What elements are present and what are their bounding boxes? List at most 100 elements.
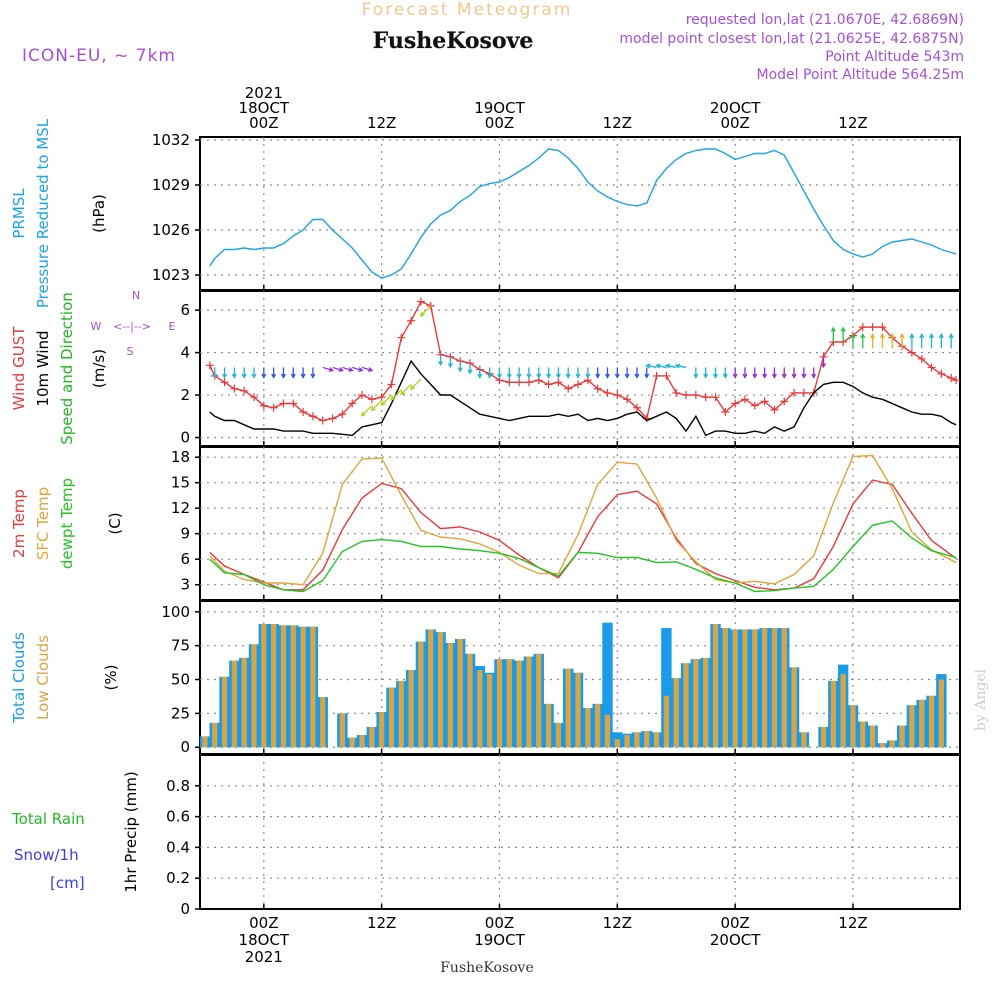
low-cloud-bar xyxy=(830,680,836,748)
low-cloud-bar xyxy=(791,667,797,748)
wind-arrow-head xyxy=(409,385,415,391)
wind-direction-arrow xyxy=(352,366,363,372)
wind-arrow-head xyxy=(762,373,768,379)
y-tick-label: 0 xyxy=(180,738,190,756)
wind-arrow-head xyxy=(310,373,316,379)
y-tick-label: 4 xyxy=(180,344,190,362)
wind-arrow-head xyxy=(742,373,748,379)
wind-arrow-head xyxy=(390,395,396,401)
low-cloud-bar xyxy=(732,629,738,748)
low-cloud-bar xyxy=(369,726,375,748)
bottom-time-label: 00Z xyxy=(720,914,749,932)
gust-marker xyxy=(701,393,710,402)
low-cloud-bar xyxy=(300,626,306,748)
wind-arrow-head xyxy=(222,373,228,379)
wind-arrow-head xyxy=(919,332,925,339)
top-time-label: 00Z xyxy=(485,114,514,132)
wind-arrow-head xyxy=(496,373,502,379)
model-label: ICON-EU, ~ 7km xyxy=(22,46,176,66)
y-tick-label: 0 xyxy=(180,900,190,918)
closest-coords: model point closest lon,lat (21.0625E, 4… xyxy=(619,31,964,47)
total-cloud-bar xyxy=(602,622,613,748)
panel-precip: 0 0.2 0.4 0.6 0.8 1hr Precip (mm) Total Rain Sn… xyxy=(11,754,961,918)
y-axis-label: Low Clouds xyxy=(34,635,52,720)
wind-arrow-head xyxy=(860,332,866,339)
y-axis-label: SFC Temp xyxy=(34,487,52,560)
gust-marker xyxy=(711,393,720,402)
wind-direction-arrow xyxy=(322,366,333,372)
bottom-time-label: 19OCT xyxy=(474,931,525,949)
low-cloud-bar xyxy=(899,725,905,748)
wind-arrow-head xyxy=(487,373,493,379)
y-tick-label: 0.2 xyxy=(166,869,190,887)
wind-arrow-head xyxy=(536,373,542,379)
top-time-label: 18OCT xyxy=(239,99,290,117)
wind-direction-arrow xyxy=(390,389,402,401)
wind-arrow-head xyxy=(929,332,935,339)
series-line xyxy=(209,520,957,593)
gust-marker xyxy=(770,405,779,414)
low-cloud-bar xyxy=(526,656,532,748)
credit-watermark: by Angel xyxy=(973,668,989,731)
wind-direction-arrow xyxy=(400,383,412,395)
wind-arrow-head xyxy=(830,326,836,332)
panel-pressure: 1023 1026 1029 1032 PRMSL Pressure Reduced to… xyxy=(10,118,961,308)
wind-arrow-head xyxy=(565,373,571,379)
gust-marker xyxy=(515,378,524,387)
y-tick-label: 18 xyxy=(171,448,190,466)
low-cloud-bar xyxy=(938,679,944,748)
gust-marker xyxy=(416,297,425,306)
wind-arrow-head xyxy=(732,373,738,379)
low-cloud-bar xyxy=(752,629,758,748)
low-cloud-bar xyxy=(614,739,620,748)
y-tick-label: 0.6 xyxy=(166,808,190,826)
gust-marker xyxy=(878,323,887,332)
wind-direction-arrow xyxy=(371,399,383,411)
gust-marker xyxy=(632,403,641,412)
y-tick-label: 2 xyxy=(180,386,190,404)
series-line xyxy=(209,479,957,591)
low-cloud-bar xyxy=(712,624,719,748)
top-title: Forecast Meteogram xyxy=(362,0,573,20)
wind-arrow-head xyxy=(840,326,846,332)
low-cloud-bar xyxy=(634,732,640,748)
low-cloud-bar xyxy=(761,628,768,748)
gust-marker xyxy=(358,391,367,400)
top-time-label: 12Z xyxy=(838,114,867,132)
low-cloud-bar xyxy=(467,653,473,748)
low-cloud-bar xyxy=(506,659,512,748)
low-cloud-bar xyxy=(251,644,257,748)
gust-marker xyxy=(927,363,936,372)
wind-direction-arrow xyxy=(646,364,657,369)
low-cloud-bar xyxy=(349,737,355,748)
wind-arrow-head xyxy=(290,373,296,379)
low-cloud-bar xyxy=(221,676,228,748)
y-axis-label: (m/s) xyxy=(90,349,108,388)
wind-direction-arrow xyxy=(656,364,667,369)
low-cloud-bar xyxy=(339,713,345,748)
gust-marker xyxy=(524,378,533,387)
wind-arrow-head xyxy=(348,367,354,372)
wind-arrow-head xyxy=(801,373,807,379)
wind-arrow-head xyxy=(400,390,406,396)
panel-clouds: 0 25 50 75 100 Total Clouds Low Clouds (%) xyxy=(10,600,961,756)
low-cloud-bar xyxy=(437,632,444,748)
compass-s: S xyxy=(127,345,134,358)
y-axis-label: 1hr Precip (mm) xyxy=(122,771,140,892)
wind-arrow-head xyxy=(241,373,247,379)
gust-marker xyxy=(740,395,749,404)
gust-marker xyxy=(554,378,563,387)
wind-arrow-head xyxy=(261,373,267,379)
legend-snow-unit: [cm] xyxy=(50,874,85,892)
y-axis-label: Pressure Reduced to MSL xyxy=(34,118,52,308)
top-time-label: 20OCT xyxy=(710,99,761,117)
y-axis-label: (%) xyxy=(102,665,120,691)
wind-arrow-head xyxy=(300,373,306,379)
low-cloud-bar xyxy=(261,624,267,748)
y-tick-label: 25 xyxy=(171,704,190,722)
wind-arrow-head xyxy=(655,363,661,369)
low-cloud-bar xyxy=(487,674,493,748)
gust-marker xyxy=(574,380,583,389)
footer-location: FusheKosove xyxy=(440,960,534,976)
